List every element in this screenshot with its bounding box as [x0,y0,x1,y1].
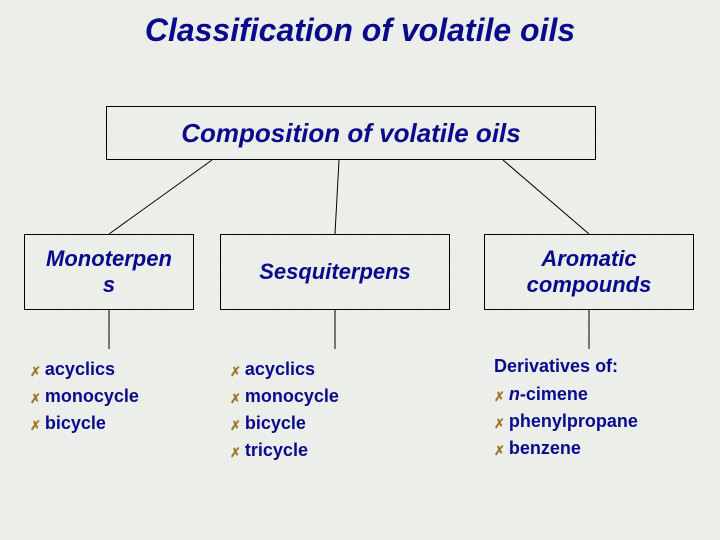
list-item-label: n-cimene [509,381,588,408]
branch-node-label: Aromaticcompounds [527,246,652,298]
branch-list: ✗acyclics✗monocycle✗bicycle [30,356,139,437]
bullet-icon: ✗ [230,389,241,409]
bullet-icon: ✗ [230,362,241,382]
list-item-label: benzene [509,435,581,462]
list-item-label: acyclics [45,356,115,383]
bullet-icon: ✗ [230,443,241,463]
list-item: ✗phenylpropane [494,408,638,435]
bullet-icon: ✗ [494,441,505,461]
list-item: ✗acyclics [30,356,139,383]
branch-node: Monoterpens [24,234,194,310]
branch-list-header: Derivatives of: [494,356,638,377]
list-item-label: bicycle [45,410,106,437]
list-item: ✗bicycle [30,410,139,437]
branch-node-label: Monoterpens [46,246,172,298]
bullet-icon: ✗ [494,414,505,434]
root-node: Composition of volatile oils [106,106,596,160]
bullet-icon: ✗ [30,362,41,382]
bullet-icon: ✗ [30,389,41,409]
root-node-label: Composition of volatile oils [181,118,520,149]
list-item: ✗acyclics [230,356,339,383]
branch-node-label: Sesquiterpens [259,259,411,285]
list-item: ✗monocycle [230,383,339,410]
branch-list: Derivatives of:✗n-cimene✗phenylpropane✗b… [494,356,638,462]
branch-node: Aromaticcompounds [484,234,694,310]
list-item-label: monocycle [45,383,139,410]
branch-node: Sesquiterpens [220,234,450,310]
list-item-label: bicycle [245,410,306,437]
list-item: ✗tricycle [230,437,339,464]
list-item-label: acyclics [245,356,315,383]
list-item: ✗n-cimene [494,381,638,408]
branch-list: ✗acyclics✗monocycle✗bicycle✗tricycle [230,356,339,464]
list-item-label: tricycle [245,437,308,464]
list-item: ✗benzene [494,435,638,462]
list-item-label: phenylpropane [509,408,638,435]
page-title: Classification of volatile oils [0,12,720,49]
bullet-icon: ✗ [230,416,241,436]
bullet-icon: ✗ [30,416,41,436]
list-item: ✗bicycle [230,410,339,437]
list-item-label: monocycle [245,383,339,410]
bullet-icon: ✗ [494,387,505,407]
list-item: ✗monocycle [30,383,139,410]
